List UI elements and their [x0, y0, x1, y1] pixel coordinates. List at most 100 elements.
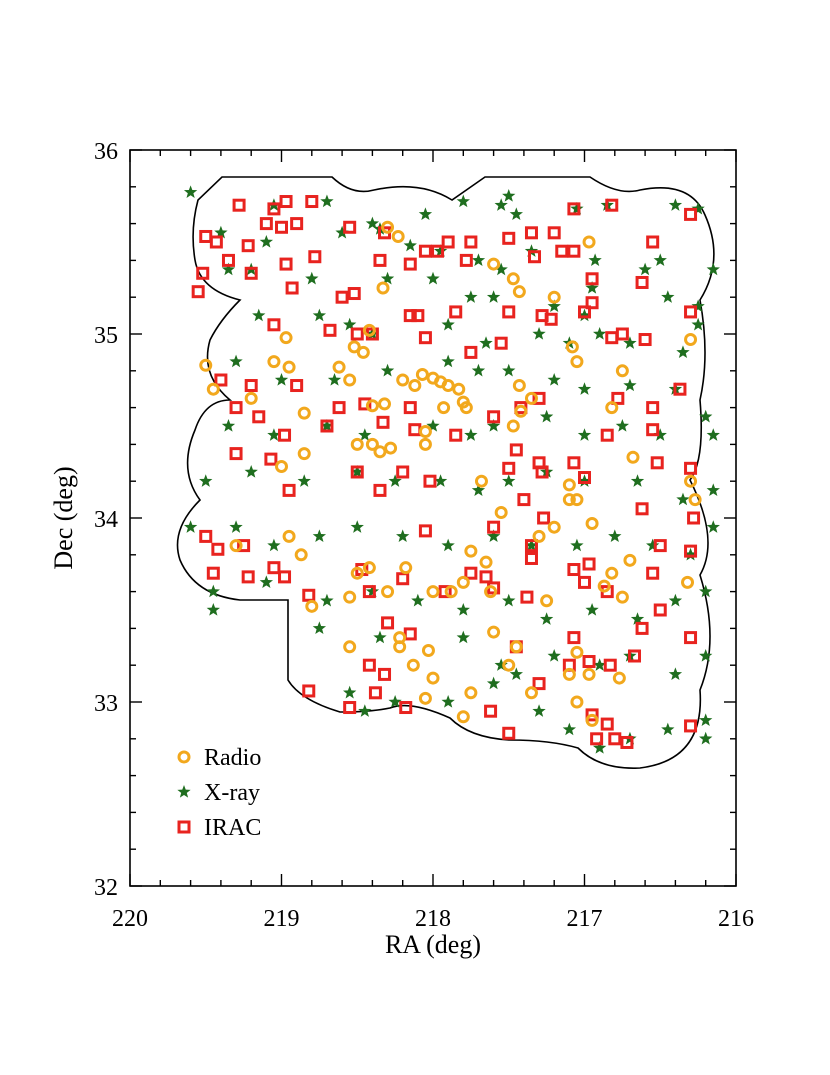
star-point	[494, 262, 508, 276]
circle-point	[512, 285, 526, 299]
square-point	[567, 563, 581, 577]
circle-point	[464, 544, 478, 558]
circle-point	[275, 459, 288, 473]
star-point	[539, 409, 554, 423]
star-point	[532, 327, 546, 340]
star-point	[214, 225, 228, 239]
star-point	[570, 538, 584, 552]
x-tick-label: 216	[718, 906, 754, 932]
star-point	[577, 308, 592, 322]
y-tick-label: 35	[94, 323, 118, 349]
square-point	[600, 428, 614, 442]
circle-point	[494, 505, 508, 519]
square-point	[479, 570, 493, 584]
square-point	[267, 202, 281, 216]
circle-point	[365, 399, 379, 413]
data-marks	[183, 185, 720, 754]
star-point	[706, 262, 720, 276]
circle-point	[350, 437, 364, 451]
square-point	[567, 631, 581, 645]
star-point	[502, 474, 516, 487]
circle-point	[399, 561, 413, 575]
circle-point	[282, 529, 296, 543]
square-point	[578, 575, 591, 589]
star-point	[592, 327, 607, 340]
square-point	[373, 483, 387, 497]
star-point	[183, 185, 198, 198]
star-point	[699, 649, 713, 662]
circle-point	[487, 625, 501, 639]
square-point	[646, 235, 660, 249]
star-point	[365, 584, 380, 598]
square-point	[650, 456, 664, 470]
star-point	[577, 382, 592, 395]
circle-point	[597, 579, 611, 593]
circle-point	[684, 333, 698, 347]
square-point	[484, 704, 498, 718]
square-point	[343, 220, 357, 234]
square-point	[358, 397, 372, 411]
circle-point	[487, 257, 501, 271]
star-point	[486, 290, 501, 303]
star-point	[615, 419, 630, 432]
star-point	[471, 483, 486, 497]
star-point	[441, 317, 455, 331]
star-point	[259, 235, 274, 248]
square-point	[537, 511, 551, 525]
circle-point	[565, 340, 579, 354]
star-point	[699, 409, 713, 423]
circle-point	[456, 710, 470, 724]
star-point	[577, 428, 592, 441]
circle-point	[297, 406, 311, 420]
square-point	[229, 447, 243, 461]
circle-point	[570, 493, 584, 507]
square-point	[278, 428, 292, 442]
circle-point	[350, 566, 364, 580]
circle-point	[378, 397, 392, 411]
square-point	[684, 631, 698, 645]
star-point	[585, 281, 599, 294]
circle-point	[343, 590, 357, 604]
circle-point	[282, 360, 296, 374]
circle-point	[547, 520, 561, 534]
star-point	[244, 465, 258, 478]
circle-point	[391, 229, 405, 243]
star-point	[676, 345, 690, 359]
star-point	[706, 428, 720, 441]
square-point	[673, 382, 687, 396]
square-point	[438, 585, 452, 599]
y-tick-label: 36	[94, 139, 118, 165]
circle-point	[474, 474, 488, 488]
square-point	[687, 511, 701, 525]
circle-point	[206, 382, 220, 396]
star-point	[206, 603, 220, 616]
circle-point	[418, 425, 432, 439]
square-point	[418, 524, 432, 538]
star-point	[653, 253, 667, 267]
star-point	[502, 189, 516, 202]
star-point	[494, 658, 508, 671]
square-point	[502, 461, 516, 475]
square-point	[335, 290, 349, 304]
star-point	[691, 201, 705, 215]
circle-point	[373, 445, 387, 459]
star-point	[312, 621, 327, 635]
circle-point	[562, 478, 576, 492]
square-point	[449, 305, 463, 319]
square-point	[343, 701, 357, 715]
star-point	[562, 722, 577, 736]
square-point	[535, 465, 549, 479]
circle-point	[524, 391, 538, 405]
square-point	[279, 257, 293, 271]
square-point	[520, 590, 534, 604]
circle-point	[376, 281, 390, 295]
star-point	[433, 474, 448, 487]
square-point	[302, 588, 316, 602]
square-point	[653, 603, 667, 617]
legend-circle-marker	[177, 750, 191, 764]
circle-point	[562, 493, 576, 507]
star-point	[199, 474, 213, 487]
square-point	[578, 305, 591, 319]
legend-label: X-ray	[204, 780, 260, 806]
